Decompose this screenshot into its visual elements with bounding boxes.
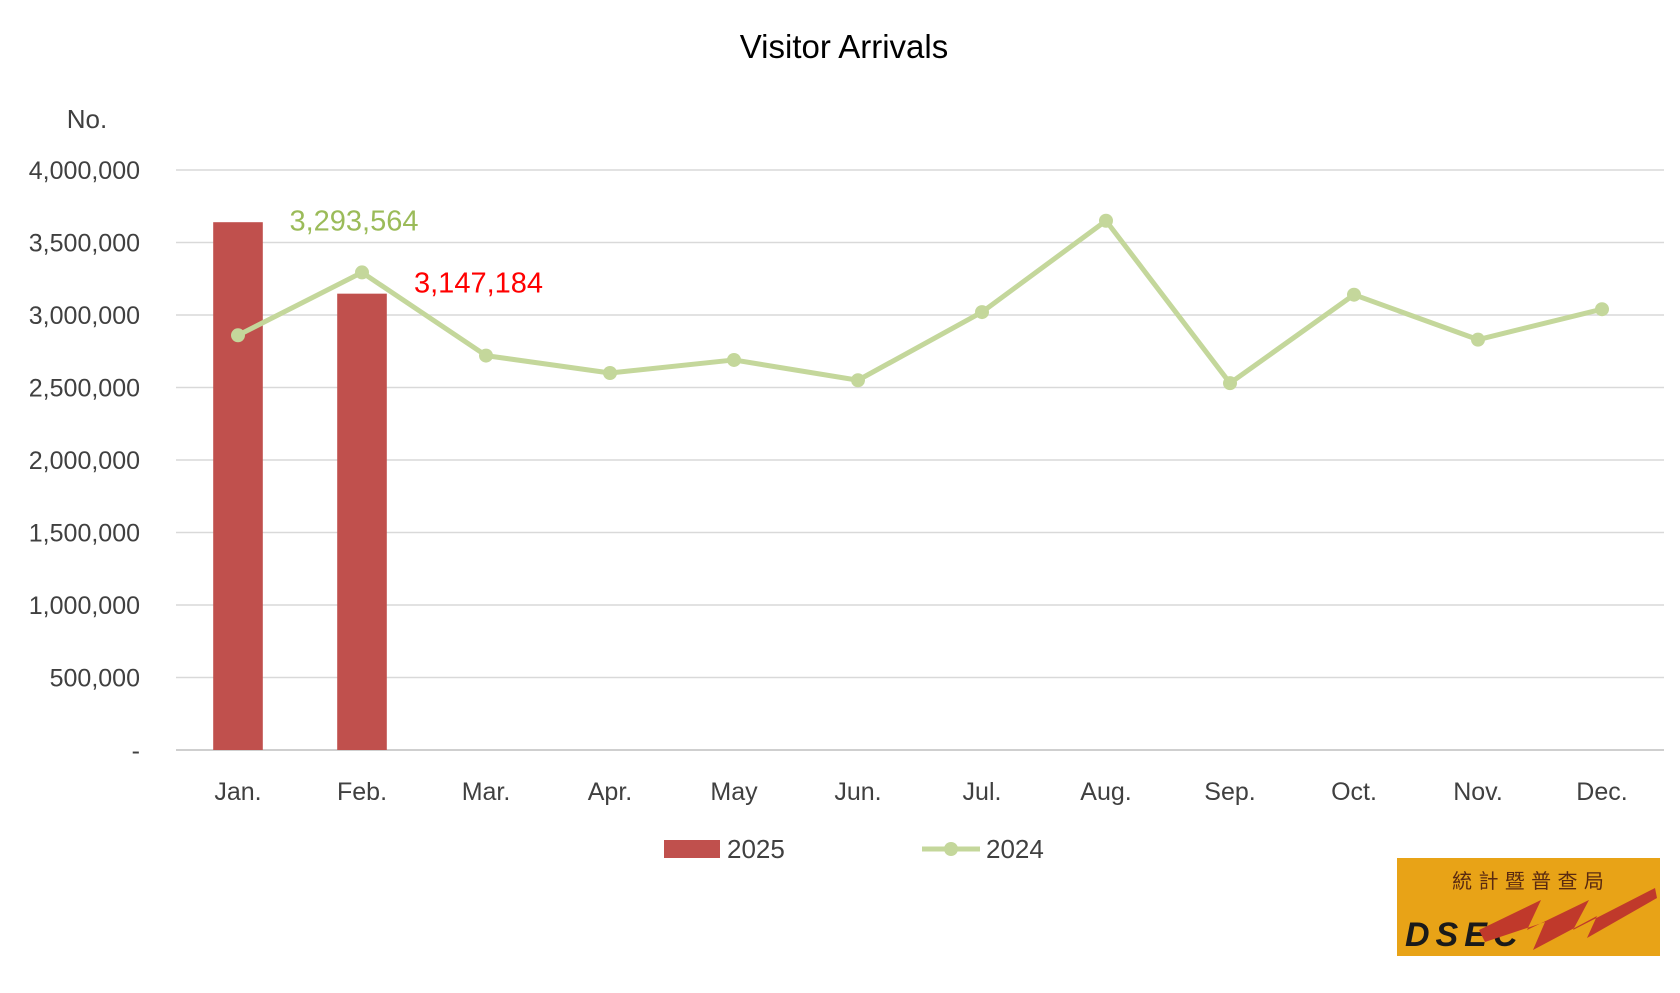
logo-zigzag-mark [1479,888,1657,950]
data-label-2025: 3,147,184 [414,268,543,300]
x-tick-label: Feb. [337,778,387,806]
x-tick-label: Jan. [214,778,261,806]
line-point [479,348,493,363]
y-tick-label: 2,000,000 [29,447,140,475]
dsec-logo: 統 計 暨 普 查 局 DSEC [1397,858,1660,956]
bar-series-2025 [213,222,387,750]
line-point [603,366,617,380]
logo-chinese-text: 統 計 暨 普 查 局 [1452,869,1604,893]
y-tick-label: 1,500,000 [29,520,140,548]
gridlines [176,169,1664,751]
y-tick-label: 4,000,000 [29,157,140,185]
x-tick-label: Nov. [1453,778,1503,806]
x-tick-label: Dec. [1576,778,1627,806]
y-tick-label: 500,000 [50,665,140,693]
x-tick-label: Jul. [963,778,1002,806]
y-tick-label: - [132,737,140,765]
data-labels: 3,147,184 3,293,564 [289,205,543,299]
line-point [727,352,741,367]
legend-marker-2024 [944,842,958,856]
bar [213,222,263,750]
x-tick-label: Aug. [1080,778,1131,806]
series-line [236,218,1603,386]
line-point [355,265,369,280]
line-point [1099,213,1113,228]
line-point [1595,302,1609,317]
x-tick-label: Jun. [834,778,881,806]
legend: 2025 2024 [664,834,1044,864]
legend-label-2025: 2025 [727,834,785,864]
x-tick-label: Mar. [462,778,511,806]
x-tick-label: Oct. [1331,778,1377,806]
x-tick-label: Apr. [588,778,632,806]
legend-label-2024: 2024 [986,834,1044,864]
y-tick-label: 3,500,000 [29,230,140,258]
x-tick-label: May [710,778,758,806]
line-point [1471,332,1485,347]
line-point [231,328,245,343]
y-tick-label: 2,500,000 [29,375,140,403]
legend-swatch-2025 [664,840,720,858]
bar [337,293,387,750]
y-tick-labels: - 500,000 1,000,000 1,500,000 2,000,000 2,500… [29,157,140,765]
data-label-2024: 3,293,564 [289,205,418,237]
y-tick-label: 3,000,000 [29,302,140,330]
line-point [1223,376,1237,391]
line-series-2024 [231,213,1609,391]
x-tick-label: Sep. [1204,778,1255,806]
chart-title: Visitor Arrivals [740,28,948,65]
y-tick-label: 1,000,000 [29,592,140,620]
line-point [975,305,989,320]
line-point [851,373,865,388]
x-tick-labels: Jan. Feb. Mar. Apr. May Jun. Jul. Aug. Sep. Oct. N… [214,778,1627,806]
line-point [1347,287,1361,302]
y-axis-label: No. [67,104,107,134]
